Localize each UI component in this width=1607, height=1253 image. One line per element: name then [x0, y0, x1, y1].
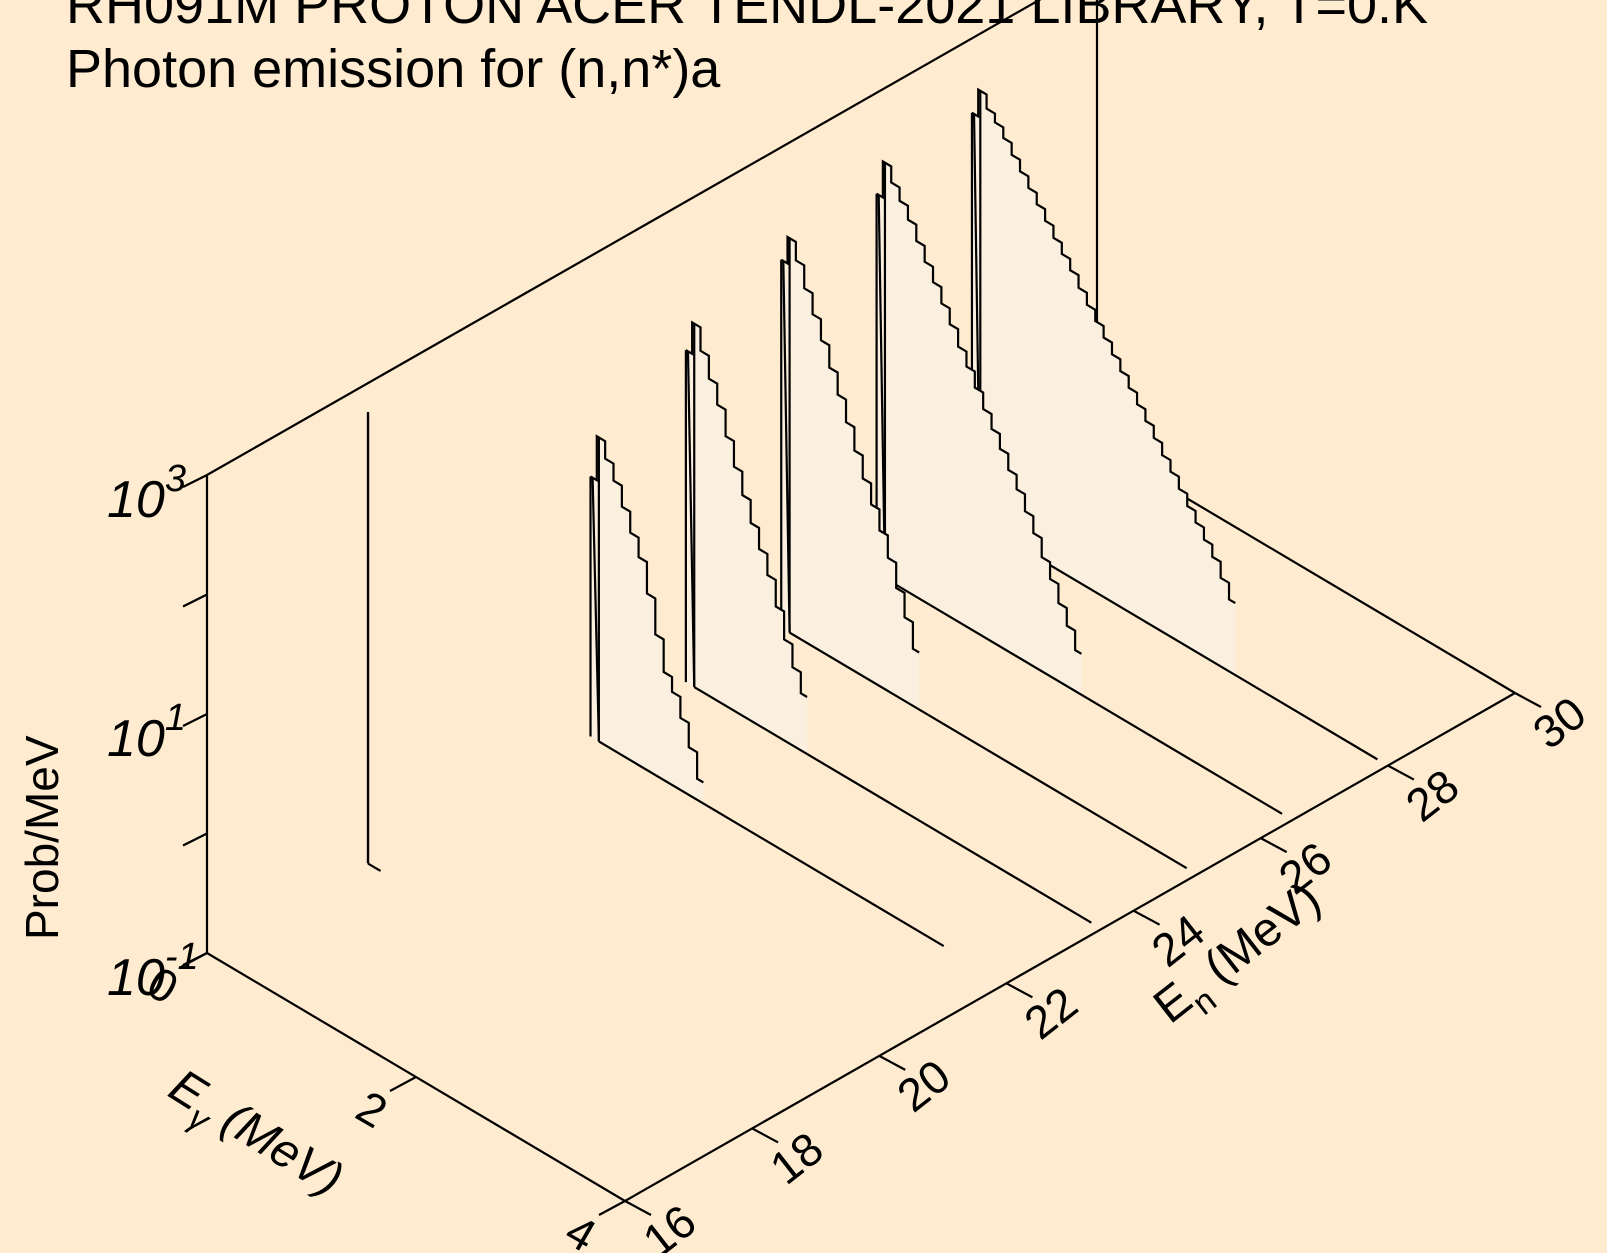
z-tick-exponent: -1 [165, 936, 199, 978]
y-tick-mark [624, 1200, 652, 1216]
z-tick-label: 103 [107, 458, 186, 529]
x-tick-mark [180, 952, 208, 968]
z-tick-mark [182, 593, 208, 608]
y-tick-label: 30 [1523, 686, 1595, 758]
z-tick-mark [182, 832, 208, 847]
y-tick-mark [1387, 764, 1415, 781]
spectrum-fill [590, 436, 704, 804]
y-tick-mark [1005, 982, 1033, 999]
back-top-edge [206, 0, 1042, 476]
spectrum-spike-foot [367, 862, 382, 872]
spectrum-step-line [876, 159, 1082, 655]
spectrum-baseline [789, 631, 1188, 870]
spectrum-fill [685, 322, 808, 755]
x-axis-label: Eγ (MeV) [154, 1059, 352, 1216]
y-tick-label: 22 [1015, 977, 1087, 1049]
spectrum-23.5 [684, 320, 1092, 924]
spectrum-baseline [693, 686, 1092, 924]
z-tick-exponent: 1 [165, 697, 186, 739]
series-layer [366, 87, 1378, 948]
spectrum-fill [876, 161, 1082, 695]
spectrum-step-line [971, 87, 1236, 605]
z-tick-mantissa: 10 [107, 471, 165, 529]
spectrum-18.5 [366, 412, 382, 872]
z-tick-mantissa: 10 [107, 710, 165, 768]
x-label-rest: (MeV) [202, 1085, 352, 1206]
spectrum-step-line [780, 234, 920, 654]
spectrum-step-line [685, 320, 808, 698]
y-tick-mark [1133, 909, 1161, 926]
x-tick-mark [389, 1076, 417, 1092]
z-tick-label: 10-1 [107, 936, 199, 1007]
y-tick-mark [751, 1127, 779, 1144]
spectrum-25 [780, 234, 1188, 870]
z-tick-mark [182, 474, 208, 488]
chart-subtitle: Photon emission for (n,n*)a [66, 39, 721, 99]
z-tick-exponent: 3 [165, 458, 186, 500]
y-tick-mark [1260, 837, 1288, 854]
y-tick-mark [1514, 692, 1542, 708]
y-tick-mark [878, 1054, 906, 1071]
z-tick-label: 101 [107, 697, 186, 768]
spectrum-22 [589, 434, 945, 948]
y-tick-label: 28 [1396, 759, 1468, 831]
x-tick-label: 4 [557, 1204, 605, 1253]
y-axis-line [624, 692, 1516, 1202]
x-tick-label: 2 [348, 1080, 396, 1138]
spectrum-baseline [884, 577, 1283, 815]
y-tick-label: 18 [760, 1122, 832, 1194]
spectrum-step-line [589, 434, 704, 784]
spectrum-baseline [598, 740, 945, 948]
y-tick-label: 16 [633, 1194, 705, 1253]
chart-title: RH091M PROTON ACER TENDL-2021 LIBRARY, T… [66, 0, 1429, 35]
z-axis-label: Prob/MeV [16, 735, 68, 940]
z-tick-mantissa: 10 [107, 949, 165, 1007]
z-tick-mark [182, 713, 208, 727]
y-tick-label: 20 [887, 1049, 959, 1121]
spectrum-fill [781, 236, 920, 710]
x-tick-mark [598, 1200, 626, 1216]
spectrum-fill [971, 89, 1236, 676]
